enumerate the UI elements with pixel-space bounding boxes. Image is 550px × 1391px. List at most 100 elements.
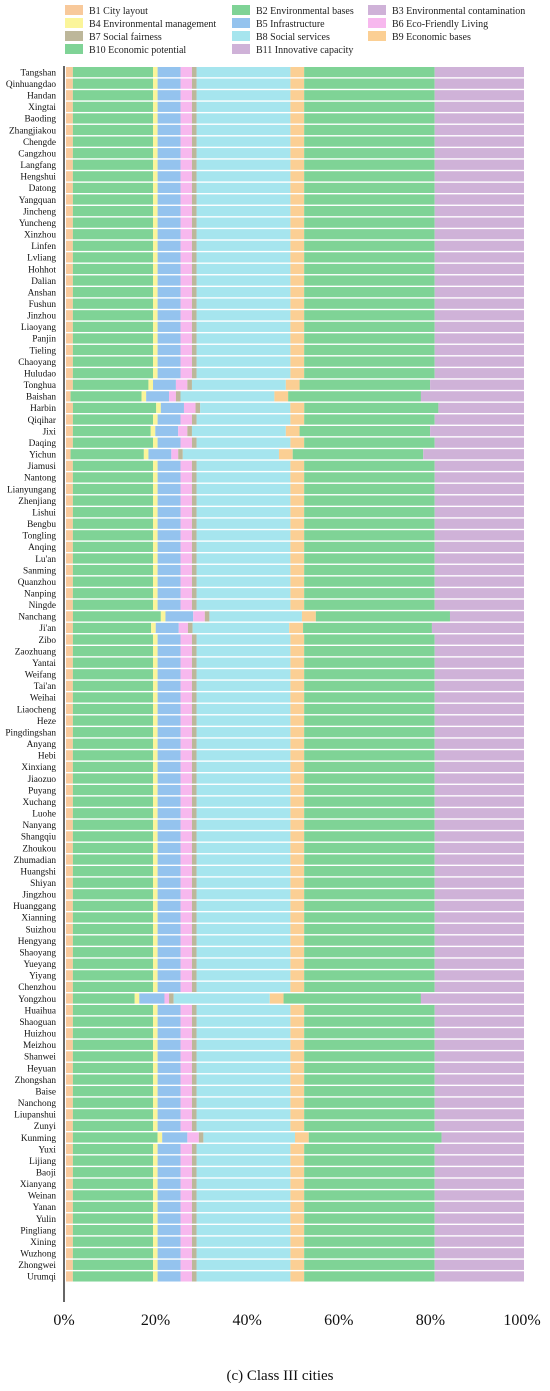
city-label: Lijiang	[29, 1157, 56, 1167]
bar-segment-xianning-b2	[72, 912, 154, 923]
bar-segment-qinhuangdao-b1	[66, 78, 73, 89]
bar-segment-datong-b5	[157, 182, 181, 193]
bar-segment-jincheng-b5	[157, 205, 181, 217]
bar-segment-tieling-b6	[180, 344, 192, 356]
bar-segment-jian-b5	[155, 622, 179, 634]
bar-segment-baise-b6	[180, 1086, 192, 1097]
bar-segment-xinzhou-b8	[196, 229, 291, 240]
bar-segment-weihai-b11	[434, 692, 524, 703]
bar-segment-baise-b1	[66, 1086, 73, 1097]
bar-segment-yangquan-b9	[290, 194, 305, 205]
bar-segment-jiaozuo-b5	[157, 773, 181, 784]
bar-segment-qiqihar-b6	[180, 414, 192, 425]
bar-segment-datong-b11	[434, 182, 524, 193]
city-label: Liaocheng	[17, 705, 57, 715]
bar-segment-meizhou-b1	[66, 1039, 73, 1050]
bar-segment-daqing-b7	[191, 437, 197, 448]
bar-segment-linfen-b4	[153, 240, 158, 251]
bar-segment-lvliang-b4	[153, 252, 158, 263]
bar-segment-meizhou-b7	[191, 1039, 197, 1050]
bar-segment-ningde-b9	[290, 599, 305, 610]
bar-segment-yueyang-b11	[434, 958, 524, 969]
bar-segment-bengbu-b2	[72, 518, 154, 529]
bar-segment-nanchang-b9	[301, 611, 316, 622]
bar-segment-yongzhou-b2	[72, 993, 135, 1004]
bar-segment-tongling-b11	[434, 530, 524, 541]
bar-segment-tongling-b6	[180, 530, 192, 541]
bar-segment-zhangjiakou-b4	[153, 124, 158, 136]
city-label: Anqing	[28, 543, 56, 553]
bar-segment-quanzhou-b11	[434, 576, 524, 587]
bar-segment-handan-b10	[304, 90, 435, 101]
bar-segment-huizhou-b7	[191, 1028, 197, 1039]
bar-segment-baoding-b2	[72, 113, 154, 124]
bar-segment-hengyang-b1	[66, 935, 73, 946]
bar-segment-yueyang-b10	[304, 958, 435, 969]
bar-segment-quanzhou-b6	[180, 576, 192, 587]
bar-segment-handan-b5	[157, 90, 181, 101]
bar-segment-liupanshui-b11	[434, 1109, 524, 1120]
bar-segment-shangqiu-b11	[434, 831, 524, 842]
bar-segment-linfen-b8	[196, 240, 291, 251]
bar-segment-panjin-b10	[304, 333, 435, 344]
bar-segment-huanggang-b9	[290, 900, 305, 911]
bar-segment-jian-b7	[187, 622, 193, 634]
bar-segment-zunyi-b9	[290, 1120, 305, 1131]
bar-segment-lishui-b1	[66, 507, 73, 518]
bars	[66, 67, 524, 1282]
bar-segment-suizhou-b9	[290, 923, 305, 935]
bar-segment-weifang-b6	[180, 669, 192, 680]
city-label: Anshan	[28, 288, 57, 298]
bar-segment-fushun-b6	[180, 298, 192, 309]
bar-segment-qiqihar-b8	[196, 414, 291, 425]
bar-segment-qiqihar-b11	[434, 414, 524, 425]
bar-segment-yuxi-b9	[290, 1143, 305, 1155]
city-label: Sanming	[23, 566, 56, 576]
bar-segment-nanchong-b8	[196, 1097, 291, 1108]
bar-segment-liupanshui-b2	[72, 1109, 154, 1120]
bar-segment-jincheng-b9	[290, 205, 305, 217]
bar-segment-nanyang-b4	[153, 819, 158, 830]
bar-segment-panjin-b4	[153, 333, 158, 344]
bar-segment-xining-b11	[434, 1236, 524, 1247]
bar-segment-zhongshan-b9	[290, 1074, 305, 1085]
bar-segment-liupanshui-b8	[196, 1109, 291, 1120]
bar-segment-quanzhou-b8	[196, 576, 291, 587]
bar-segment-jingzhou-b9	[290, 889, 305, 900]
bar-segment-harbin-b7	[195, 402, 201, 414]
bar-segment-shaoguan-b10	[304, 1016, 435, 1027]
bar-segment-tieling-b2	[72, 344, 154, 356]
bar-segment-luohe-b4	[153, 808, 158, 819]
city-label: Yulin	[36, 1215, 56, 1225]
bar-segment-meizhou-b8	[196, 1039, 291, 1050]
bar-segment-shiyan-b5	[157, 877, 181, 888]
bar-segment-linfen-b7	[191, 240, 197, 251]
bar-segment-shangqiu-b6	[180, 831, 192, 842]
bar-segment-weifang-b5	[157, 669, 181, 680]
city-label: Baoding	[24, 115, 56, 125]
bar-segment-jincheng-b2	[72, 205, 154, 217]
city-label: Shiyan	[30, 879, 56, 889]
bar-segment-huizhou-b8	[196, 1028, 291, 1039]
bar-segment-ningde-b2	[72, 599, 154, 610]
bar-segment-yichun-b5	[148, 449, 172, 460]
bar-segment-yulin-b7	[191, 1213, 197, 1224]
bar-segment-pingliang-b7	[191, 1225, 197, 1236]
bar-segment-shaoyang-b5	[157, 947, 181, 958]
bar-segment-xingtai-b7	[191, 101, 197, 112]
city-label: Qinhuangdao	[6, 80, 56, 90]
bar-segment-hengshui-b4	[153, 171, 158, 182]
bar-segment-liaocheng-b10	[304, 703, 435, 715]
city-label: Yuxi	[38, 1145, 56, 1155]
bar-segment-linfen-b2	[72, 240, 154, 251]
bar-segment-jian-b6	[178, 622, 188, 634]
bar-segment-tieling-b9	[290, 344, 305, 356]
bar-segment-shaoyang-b1	[66, 947, 73, 958]
bar-segment-anyang-b8	[196, 738, 291, 749]
bar-segment-suizhou-b2	[72, 923, 154, 935]
bar-segment-bengbu-b5	[157, 518, 181, 529]
bar-segment-zunyi-b4	[153, 1120, 158, 1131]
bar-segment-baise-b5	[157, 1086, 181, 1097]
bar-segment-bengbu-b10	[304, 518, 435, 529]
